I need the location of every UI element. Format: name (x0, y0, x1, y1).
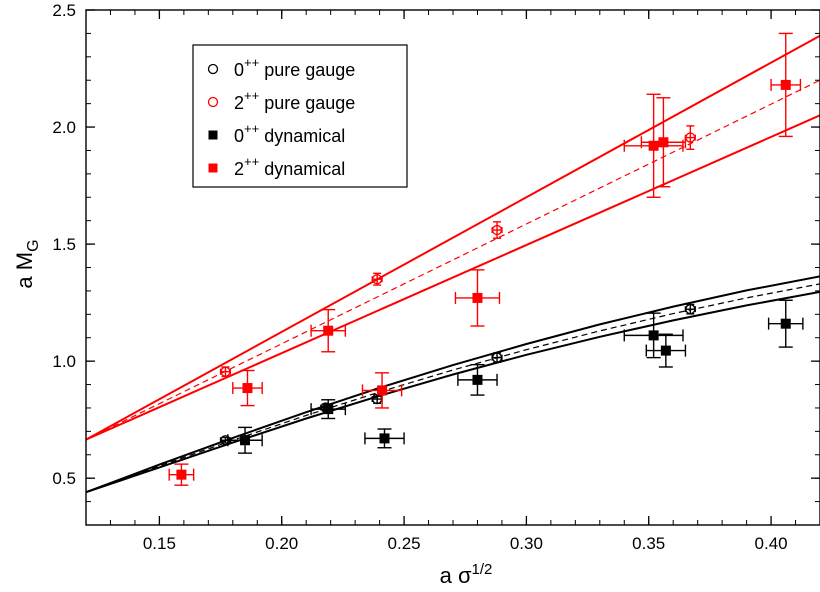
legend-box (192, 44, 408, 188)
legend-label-3-sup: ++ (244, 154, 259, 169)
legend-marker-symbol (208, 130, 218, 140)
data-point (220, 366, 231, 377)
legend-entry-0: 0++ pure gauge (207, 55, 355, 80)
x-axis-title: a σ1/2 (440, 561, 493, 588)
y-tick-label: 0.5 (52, 469, 76, 488)
legend-entry-3: 2++ dynamical (208, 154, 345, 179)
data-point (780, 318, 791, 329)
data-point (379, 433, 390, 444)
legend-label-2: 0++ dynamical (234, 121, 345, 146)
legend-label-2-main: 0 (234, 126, 244, 146)
x-tick-label: 0.30 (510, 534, 543, 553)
data-point (323, 404, 334, 415)
legend-label-3-main: 2 (234, 159, 244, 179)
legend-label-3: 2++ dynamical (234, 154, 345, 179)
legend-label-0: 0++ pure gauge (234, 55, 355, 80)
legend-label-0-main: 0 (234, 60, 244, 80)
data-point (780, 79, 791, 90)
data-point (491, 224, 503, 236)
data-point (648, 330, 659, 341)
data-point (685, 304, 696, 315)
data-point (323, 325, 334, 336)
legend-label-1-sup: ++ (244, 88, 259, 103)
series-3 (168, 32, 802, 486)
data-point (648, 140, 659, 151)
legend-marker-1 (207, 96, 219, 108)
y-tick-label: 1.5 (52, 235, 76, 254)
fit-curve-solid (86, 290, 820, 494)
data-point (242, 383, 253, 394)
legend-label-1: 2++ pure gauge (234, 88, 355, 113)
data-point (240, 435, 251, 446)
legend-label-0-sup: ++ (244, 55, 259, 70)
data-points (168, 32, 804, 486)
legend-label-0-rest: pure gauge (259, 60, 355, 80)
x-axis-title-main: a σ (440, 563, 472, 588)
series-1 (219, 125, 696, 378)
legend: 0++ pure gauge 2++ pure gauge 0++ dynami… (192, 44, 408, 188)
legend-marker-2 (208, 130, 218, 140)
legend-marker-symbol (207, 63, 219, 75)
data-point (660, 345, 671, 356)
fit-curve-dashed (86, 283, 820, 493)
data-point (472, 374, 483, 385)
x-tick-label: 0.40 (755, 534, 788, 553)
legend-marker-0 (207, 63, 219, 75)
legend-label-2-sup: ++ (244, 121, 259, 136)
series-2 (227, 299, 804, 454)
x-tick-label: 0.35 (632, 534, 665, 553)
fit-curve-solid (86, 34, 820, 441)
legend-label-1-main: 2 (234, 93, 244, 113)
data-point (176, 469, 187, 480)
x-tick-label: 0.20 (265, 534, 298, 553)
data-point (377, 385, 388, 396)
y-tick-label: 2.5 (52, 1, 76, 20)
y-tick-label: 2.0 (52, 118, 76, 137)
y-axis-title: a MG (12, 239, 42, 288)
x-axis-title-sup: 1/2 (472, 561, 493, 578)
x-tick-label: 0.15 (143, 534, 176, 553)
legend-label-1-rest: pure gauge (259, 93, 355, 113)
legend-marker-3 (208, 163, 218, 173)
legend-marker-symbol (208, 163, 218, 173)
legend-entry-2: 0++ dynamical (208, 121, 345, 146)
legend-marker-symbol (207, 96, 219, 108)
y-axis-title-sub: G (25, 239, 42, 251)
fit-curve-solid (86, 114, 820, 441)
y-tick-label: 1.0 (52, 352, 76, 371)
data-point (372, 274, 383, 285)
fit-curve-solid (86, 275, 820, 494)
fit-curves (86, 34, 820, 494)
axis-ticks: 0.15 0.20 0.25 0.30 0.35 0.40 0.5 1.0 1.5 2.0 2.5 (52, 1, 820, 553)
legend-label-3-rest: dynamical (259, 159, 345, 179)
fit-curve-dashed (86, 79, 820, 441)
legend-entry-1: 2++ pure gauge (207, 88, 355, 113)
y-axis-title-main: a M (12, 252, 37, 289)
data-point (472, 292, 483, 303)
data-point (658, 137, 669, 148)
legend-label-2-rest: dynamical (259, 126, 345, 146)
data-point (491, 352, 503, 363)
x-tick-label: 0.25 (388, 534, 421, 553)
